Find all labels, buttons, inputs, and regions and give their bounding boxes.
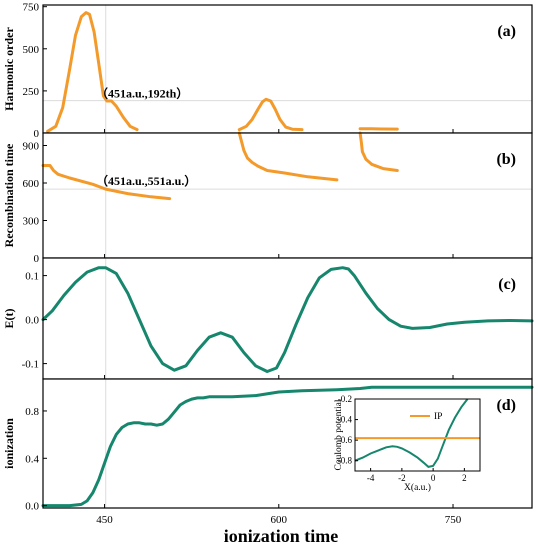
panel-frame: [42, 378, 533, 509]
series-line-2: [237, 97, 304, 132]
y-tick-label: -0.1: [22, 359, 39, 371]
y-axis-label: Harmonic order: [2, 27, 16, 111]
inset-x-tick-label: -4: [367, 473, 375, 483]
y-axis-label: E(t): [2, 309, 16, 329]
inset-y-axis-label: Coulomb potential: [334, 399, 344, 470]
y-tick-label: 250: [23, 86, 40, 98]
inset-coulomb-potential: -0.8 -0.6 -0.4 -0.2 -4 -2 0 2 X(a.u.) Coulomb pot…: [334, 394, 481, 493]
inset-y-tick-label: -0.6: [338, 435, 353, 445]
y-tick-label: 500: [23, 44, 40, 56]
point-annotation: （451a.u.,192th）: [96, 86, 188, 101]
panel-letter: (b): [496, 151, 516, 168]
panel-a: 0 250 500 750 Harmonic order (a) （451a.u.,192t…: [2, 2, 533, 140]
y-tick-label: 0.4: [25, 453, 39, 465]
inset-x-tick-label: 0: [431, 473, 436, 483]
y-tick-label: 0.0: [25, 315, 39, 327]
inset-y-tick-label: -0.4: [338, 415, 353, 425]
y-tick-label: 0.0: [25, 501, 39, 513]
chart-panels: 0 250 500 750 Harmonic order (a) （451a.u.,192t…: [2, 2, 534, 526]
point-annotation: （451a.u.,551a.u.）: [96, 173, 196, 188]
series-line-2: [237, 131, 339, 182]
inset-y-tick-label: -0.8: [338, 456, 353, 466]
inset-x-tick-label: 2: [462, 473, 467, 483]
series-line-3: [358, 131, 399, 172]
x-axis-label: ionization time: [224, 526, 339, 546]
series-line-1: [41, 164, 172, 201]
inset-plot-area: [355, 399, 480, 471]
series-line-1: [46, 11, 139, 133]
y-tick-label: 0: [34, 128, 40, 140]
y-tick-label: 0.8: [25, 406, 39, 418]
panel-letter: (c): [498, 276, 516, 293]
x-tick-label: 750: [445, 514, 462, 526]
panel-letter: (a): [497, 23, 516, 40]
y-axis-label: Recombination time: [2, 143, 16, 247]
y-axis-label: ionization: [2, 418, 16, 469]
panel-letter: (d): [496, 397, 516, 414]
x-tick-label: 600: [271, 514, 288, 526]
inset-potential-curve: [354, 398, 469, 468]
inset-x-tick-label: -2: [398, 473, 406, 483]
inset-y-tick-label: -0.2: [338, 394, 352, 404]
panel-c: -0.1 0.0 0.1 E(t) (c): [2, 257, 534, 380]
inset-x-axis-label: X(a.u.): [404, 482, 431, 493]
series-line-1: [41, 385, 534, 508]
panel-b: 0 300 600 900 Recombination time (b) （451a.u.,…: [2, 131, 533, 265]
series-line-1: [41, 266, 534, 373]
y-tick-label: 900: [23, 141, 40, 153]
plot-area: [43, 5, 532, 133]
x-tick-label: 450: [96, 514, 113, 526]
y-tick-label: 600: [23, 178, 40, 190]
y-tick-label: 0: [34, 253, 40, 265]
inset-legend-label: IP: [434, 412, 442, 422]
y-tick-label: 300: [23, 216, 40, 228]
inset-frame: [354, 398, 481, 472]
y-tick-label: 0.1: [25, 271, 39, 283]
y-tick-label: 750: [23, 2, 40, 14]
plot-area: [43, 258, 532, 379]
plot-area: [43, 133, 532, 258]
